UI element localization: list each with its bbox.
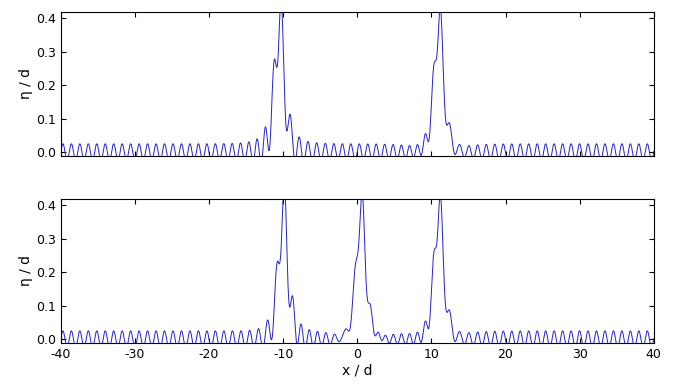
X-axis label: x / d: x / d xyxy=(342,363,373,377)
Y-axis label: η / d: η / d xyxy=(19,255,33,286)
Y-axis label: η / d: η / d xyxy=(19,68,33,99)
